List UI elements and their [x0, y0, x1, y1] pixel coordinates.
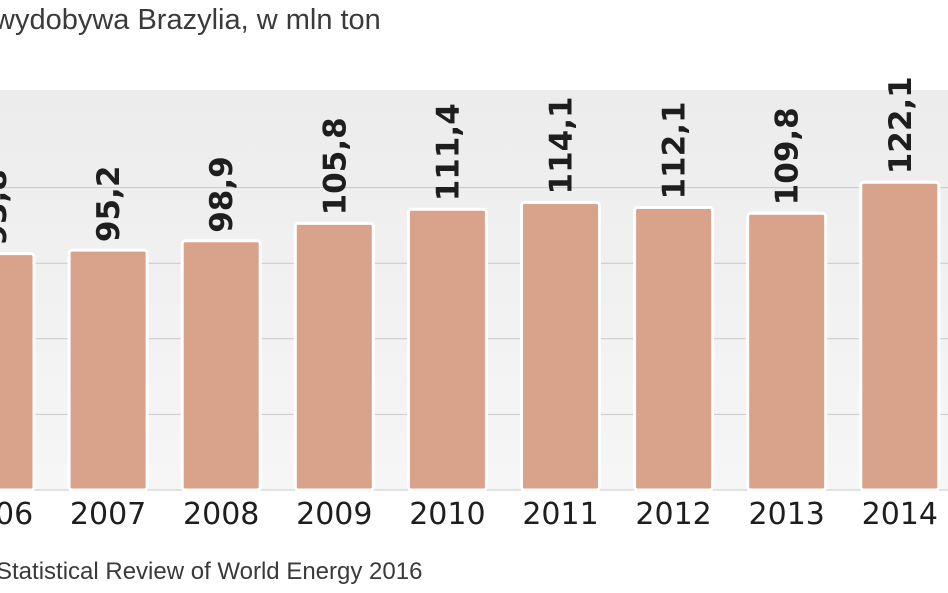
- x-tick-2008: 2008: [183, 497, 259, 532]
- value-label-2011: 114,1: [544, 96, 580, 194]
- bars: [0, 180, 941, 492]
- x-tick-2014: 2014: [862, 497, 938, 532]
- x-tick-labels: 2006 2007 2008 2009 2010 2011 2012 2013 2014: [0, 497, 938, 532]
- bar-2014: [859, 180, 941, 492]
- bar-2008: [180, 239, 262, 492]
- value-label-2012: 112,1: [657, 101, 693, 199]
- x-tick-2013: 2013: [749, 497, 825, 532]
- x-tick-2006: 2006: [0, 497, 33, 532]
- bar-2010: [406, 207, 488, 492]
- x-tick-2010: 2010: [409, 497, 485, 532]
- value-label-2010: 111,4: [430, 103, 466, 201]
- bar-2012: [633, 206, 715, 492]
- bar-2013: [746, 211, 828, 492]
- chart-source: Statistical Review of World Energy 2016: [0, 558, 423, 585]
- chart-title: wydobywa Brazylia, w mln ton: [0, 4, 381, 36]
- value-label-2013: 109,8: [770, 107, 806, 205]
- value-label-2014: 122,1: [883, 76, 919, 174]
- value-labels: 93,8 95,2 98,9 105,8 111,4 114,1 112,1 109,8 122…: [0, 76, 919, 245]
- value-label-2008: 98,9: [204, 156, 240, 233]
- bar-2009: [293, 221, 375, 492]
- x-tick-2012: 2012: [635, 497, 711, 532]
- value-label-2007: 95,2: [91, 166, 127, 243]
- value-label-2009: 105,8: [317, 117, 353, 215]
- bar-2006: [0, 252, 36, 492]
- x-tick-2009: 2009: [296, 497, 372, 532]
- bar-2011: [520, 200, 601, 492]
- value-label-2006: 93,8: [0, 169, 14, 246]
- x-tick-2011: 2011: [522, 497, 598, 532]
- x-tick-2007: 2007: [70, 497, 146, 532]
- bar-2007: [67, 248, 149, 492]
